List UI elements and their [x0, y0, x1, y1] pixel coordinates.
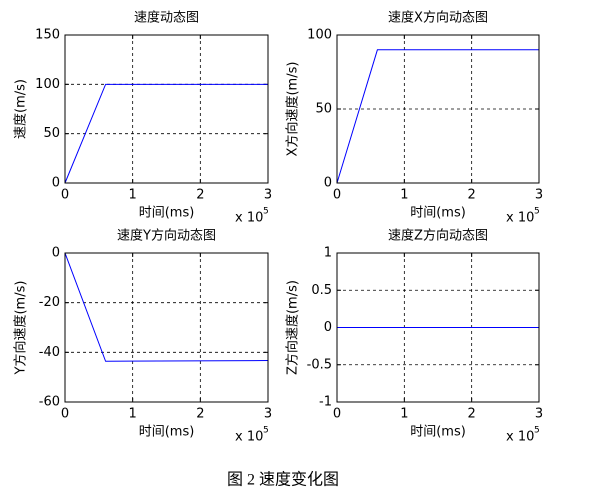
data-line — [64, 83, 268, 184]
x-tick-label: 2 — [196, 188, 204, 203]
x-tick-label: 1 — [129, 407, 137, 422]
y-axis-label: X方向速度(m/s) — [285, 62, 301, 157]
x-scale-exponent: 5 — [263, 207, 269, 217]
y-axis-label: 速度(m/s) — [13, 79, 29, 139]
x-axis-label: 时间(ms) — [410, 206, 466, 221]
x-scale-label: x 10 — [506, 430, 534, 445]
x-tick-label: 0 — [61, 407, 69, 422]
y-tick-label: 0 — [52, 246, 60, 261]
x-tick-label: 3 — [535, 188, 543, 203]
y-tick-label: 50 — [43, 126, 60, 141]
x-tick-label: 3 — [264, 188, 272, 203]
x-axis-label: 时间(ms) — [410, 425, 466, 440]
axes-box — [336, 34, 540, 184]
x-scale-label: x 10 — [506, 211, 534, 226]
y-tick-label: 100 — [307, 28, 332, 43]
x-scale-label: x 10 — [235, 430, 263, 445]
x-tick-label: 0 — [333, 407, 341, 422]
chart-title: 速度Y方向动态图 — [117, 228, 216, 244]
x-tick-label: 0 — [333, 188, 341, 203]
data-line — [64, 252, 269, 362]
caption: 图 2 速度变化图 — [227, 471, 339, 489]
y-tick-label: -20 — [39, 295, 60, 310]
chart-title: 速度动态图 — [134, 10, 199, 26]
y-tick-label: 150 — [35, 28, 60, 43]
y-tick-label: 100 — [35, 77, 60, 92]
y-tick-label: -40 — [39, 345, 60, 360]
x-tick-label: 0 — [61, 188, 69, 203]
y-axis-label: Z方向速度(m/s) — [285, 280, 301, 375]
axes-box — [336, 252, 540, 403]
x-scale-label: x 10 — [235, 211, 263, 226]
data-line — [336, 49, 539, 184]
x-tick-label: 1 — [400, 407, 408, 422]
x-tick-label: 1 — [400, 188, 408, 203]
x-axis-label: 时间(ms) — [139, 425, 195, 440]
y-tick-label: -60 — [39, 395, 60, 410]
x-tick-label: 3 — [535, 407, 543, 422]
y-tick-label: 0 — [324, 320, 332, 335]
y-tick-label: 0.5 — [311, 283, 332, 298]
x-tick-label: 3 — [264, 407, 272, 422]
x-scale-exponent: 5 — [534, 207, 540, 217]
x-tick-label: 2 — [468, 188, 476, 203]
y-axis-label: Y方向速度(m/s) — [13, 281, 29, 376]
x-tick-label: 2 — [196, 407, 204, 422]
y-tick-label: -0.5 — [307, 357, 332, 372]
axes-box — [64, 34, 269, 184]
y-tick-label: -1 — [319, 395, 332, 410]
x-axis-label: 时间(ms) — [139, 206, 195, 221]
y-tick-label: 50 — [315, 102, 332, 117]
chart-title: 速度Z方向动态图 — [388, 228, 488, 244]
chart-title: 速度X方向动态图 — [388, 10, 488, 26]
plot-area — [65, 253, 268, 402]
y-tick-label: 1 — [324, 246, 332, 261]
x-scale-exponent: 5 — [534, 426, 540, 436]
x-tick-label: 1 — [129, 188, 137, 203]
plot-area — [65, 35, 268, 183]
y-tick-label: 0 — [324, 176, 332, 191]
x-tick-label: 2 — [468, 407, 476, 422]
axes-box — [64, 252, 269, 403]
y-tick-label: 0 — [52, 176, 60, 191]
x-scale-exponent: 5 — [263, 426, 269, 436]
